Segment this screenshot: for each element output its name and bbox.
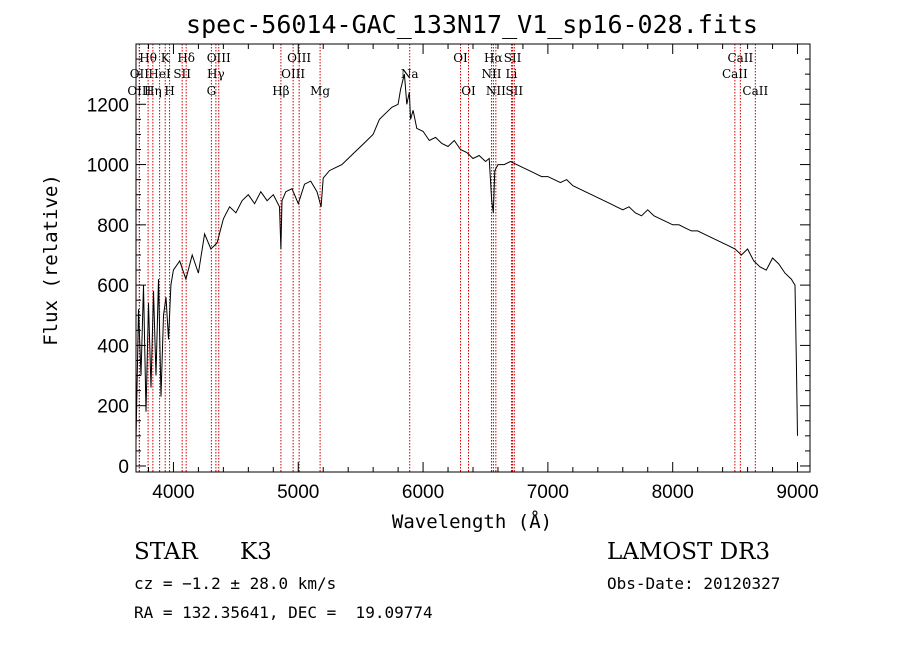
axis-ticks: 4000 5000 6000 7000 8000 9000 0 200 400 600 800 100… — [87, 44, 819, 503]
spectral-line-label: CaII — [727, 51, 753, 65]
spectral-line-label: OII — [130, 67, 150, 81]
spectral-line-label: CaII — [722, 67, 748, 81]
spectral-line-label: OIII — [127, 84, 151, 98]
spectral-line-label: OI — [453, 51, 468, 65]
spectral-line-label: K — [161, 51, 171, 65]
spectral-line-label: Mg — [310, 84, 330, 98]
spectral-line-label: NII — [481, 67, 501, 81]
x-tick-label: 4000 — [152, 482, 194, 503]
survey-name: LAMOST DR3 — [607, 539, 771, 565]
spectral-line-label: Hγ — [207, 67, 225, 81]
y-tick-label: 0 — [118, 457, 129, 478]
observation-date: Obs-Date: 20120327 — [607, 574, 781, 593]
subclass: K3 — [240, 539, 272, 565]
spectral-line-label: OIII — [281, 67, 305, 81]
x-axis-label: Wavelength (Å) — [392, 510, 552, 533]
spectral-line-label: NII — [486, 84, 506, 98]
spectral-line-label: HeI — [148, 67, 171, 81]
y-tick-label: 1200 — [87, 95, 129, 116]
spectral-line-markers — [138, 44, 756, 472]
spectral-line-labels: Hθ OII OIII K HeI Hη Hδ SII H OIII Hγ G OIII OIII Hβ Mg… — [127, 51, 768, 98]
spectral-line-label: OIII — [207, 51, 231, 65]
x-tick-label: 8000 — [652, 482, 694, 503]
plot-frame — [135, 43, 811, 473]
y-axis-label: Flux (relative) — [40, 174, 62, 346]
redshift-value: cz = −1.2 ± 28.0 km/s — [134, 574, 337, 593]
spectral-line-label: Hα — [484, 51, 503, 65]
spectral-line-label: Hδ — [177, 51, 195, 65]
y-tick-label: 800 — [97, 216, 129, 237]
spectral-line-label: Li — [506, 67, 518, 81]
spectral-line-label: SII — [505, 84, 523, 98]
spectral-line-label: Hη — [144, 84, 162, 98]
spectral-line-label: Hβ — [272, 84, 289, 98]
spectrum-line — [135, 73, 798, 442]
y-tick-label: 200 — [97, 397, 129, 418]
spectral-line-label: Hθ — [139, 51, 157, 65]
spectral-line-label: G — [207, 84, 217, 98]
spectral-line-label: H — [164, 84, 174, 98]
spectral-line-label: Na — [401, 67, 419, 81]
y-tick-label: 1000 — [87, 156, 129, 177]
y-tick-label: 600 — [97, 276, 129, 297]
spectral-line-label: CaII — [742, 84, 768, 98]
x-tick-label: 5000 — [277, 482, 319, 503]
spectral-line-label: SII — [173, 67, 191, 81]
coordinates: RA = 132.35641, DEC = 19.09774 — [134, 603, 433, 622]
y-tick-label: 400 — [97, 336, 129, 357]
x-tick-label: 7000 — [527, 482, 569, 503]
spectral-line-label: OIII — [287, 51, 311, 65]
chart-title: spec-56014-GAC_133N17_V1_sp16-028.fits — [186, 10, 758, 39]
spectral-line-label: SII — [504, 51, 522, 65]
spectral-line-label: OI — [461, 84, 476, 98]
object-class: STAR — [134, 539, 198, 565]
x-tick-label: 9000 — [776, 482, 818, 503]
x-tick-label: 6000 — [402, 482, 444, 503]
